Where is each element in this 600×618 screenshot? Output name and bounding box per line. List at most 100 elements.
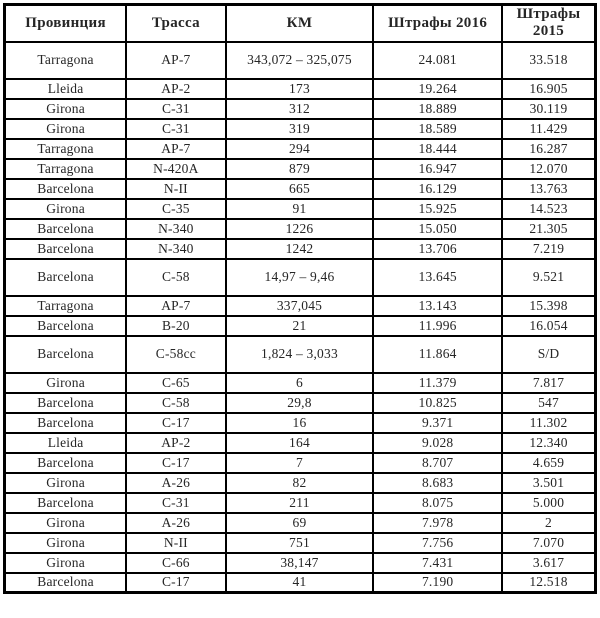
cell-province: Tarragona (3, 137, 128, 160)
cell-fines-2016: 16.947 (372, 157, 503, 180)
cell-route: A-26 (125, 471, 227, 494)
table-row: Tarragona AP-7 294 18.444 16.287 (3, 137, 597, 160)
header-fines-2015: Штрафы 2015 (501, 3, 597, 43)
cell-fines-2016: 11.996 (372, 314, 503, 337)
table-row: Lleida AP-2 164 9.028 12.340 (3, 431, 597, 454)
cell-province: Girona (3, 551, 128, 574)
header-province: Провинция (3, 3, 128, 43)
cell-fines-2016: 7.756 (372, 531, 503, 554)
cell-km: 337,045 (224, 294, 375, 317)
cell-km: 29,8 (224, 391, 375, 414)
cell-fines-2015: 7.070 (501, 531, 597, 554)
cell-province: Girona (3, 371, 128, 394)
cell-km: 173 (224, 77, 375, 100)
cell-km: 41 (224, 571, 375, 594)
table-row: Girona C-31 312 18.889 30.119 (3, 97, 597, 120)
cell-fines-2015: 21.305 (501, 217, 597, 240)
table-row: Barcelona N-II 665 16.129 13.763 (3, 177, 597, 200)
cell-km: 319 (224, 117, 375, 140)
cell-fines-2015: 30.119 (501, 97, 597, 120)
cell-km: 82 (224, 471, 375, 494)
header-fines-2015-label: Штрафы 2015 (516, 6, 581, 40)
cell-fines-2015: 16.287 (501, 137, 597, 160)
table-row: Girona C-65 6 11.379 7.817 (3, 371, 597, 394)
cell-route: AP-2 (125, 431, 227, 454)
cell-fines-2016: 9.028 (372, 431, 503, 454)
table-row: Barcelona C-58cc 1,824 – 3,033 11.864 S/D (3, 334, 597, 374)
cell-fines-2015: 5.000 (501, 491, 597, 514)
table-row: Barcelona C-58 29,8 10.825 547 (3, 391, 597, 414)
cell-fines-2016: 8.075 (372, 491, 503, 514)
table-body: Tarragona AP-7 343,072 – 325,075 24.081 33.5… (3, 40, 597, 594)
cell-km: 91 (224, 197, 375, 220)
cell-route: B-20 (125, 314, 227, 337)
cell-route: AP-7 (125, 137, 227, 160)
header-km: КМ (224, 3, 375, 43)
cell-province: Barcelona (3, 257, 128, 297)
cell-km: 14,97 – 9,46 (224, 257, 375, 297)
cell-route: C-58cc (125, 334, 227, 374)
cell-route: C-65 (125, 371, 227, 394)
cell-fines-2015: 16.054 (501, 314, 597, 337)
cell-route: N-420A (125, 157, 227, 180)
cell-fines-2016: 7.431 (372, 551, 503, 574)
cell-fines-2016: 18.889 (372, 97, 503, 120)
cell-km: 7 (224, 451, 375, 474)
cell-fines-2016: 15.925 (372, 197, 503, 220)
cell-fines-2016: 11.379 (372, 371, 503, 394)
cell-fines-2015: 13.763 (501, 177, 597, 200)
cell-fines-2016: 13.143 (372, 294, 503, 317)
cell-fines-2016: 9.371 (372, 411, 503, 434)
cell-fines-2015: 7.817 (501, 371, 597, 394)
cell-province: Barcelona (3, 237, 128, 260)
cell-route: C-17 (125, 411, 227, 434)
cell-km: 38,147 (224, 551, 375, 574)
cell-route: C-35 (125, 197, 227, 220)
cell-fines-2016: 18.444 (372, 137, 503, 160)
cell-fines-2016: 8.683 (372, 471, 503, 494)
cell-province: Barcelona (3, 217, 128, 240)
cell-km: 1242 (224, 237, 375, 260)
cell-route: AP-7 (125, 40, 227, 80)
cell-route: C-31 (125, 117, 227, 140)
cell-km: 21 (224, 314, 375, 337)
cell-route: C-58 (125, 257, 227, 297)
cell-fines-2016: 16.129 (372, 177, 503, 200)
cell-province: Barcelona (3, 391, 128, 414)
cell-province: Tarragona (3, 40, 128, 80)
table-row: Girona A-26 69 7.978 2 (3, 511, 597, 534)
cell-km: 6 (224, 371, 375, 394)
cell-province: Girona (3, 97, 128, 120)
cell-province: Girona (3, 117, 128, 140)
cell-fines-2015: 11.429 (501, 117, 597, 140)
cell-province: Girona (3, 197, 128, 220)
cell-route: C-58 (125, 391, 227, 414)
cell-km: 343,072 – 325,075 (224, 40, 375, 80)
cell-province: Girona (3, 471, 128, 494)
cell-province: Barcelona (3, 571, 128, 594)
cell-fines-2015: 14.523 (501, 197, 597, 220)
cell-route: N-II (125, 531, 227, 554)
table-row: Girona C-35 91 15.925 14.523 (3, 197, 597, 220)
cell-km: 211 (224, 491, 375, 514)
table-row: Lleida AP-2 173 19.264 16.905 (3, 77, 597, 100)
cell-route: N-340 (125, 237, 227, 260)
cell-route: C-17 (125, 571, 227, 594)
cell-route: AP-7 (125, 294, 227, 317)
table-row: Girona N-II 751 7.756 7.070 (3, 531, 597, 554)
cell-fines-2016: 13.706 (372, 237, 503, 260)
cell-province: Barcelona (3, 491, 128, 514)
cell-province: Barcelona (3, 334, 128, 374)
cell-km: 879 (224, 157, 375, 180)
cell-km: 69 (224, 511, 375, 534)
header-route: Трасса (125, 3, 227, 43)
cell-route: A-26 (125, 511, 227, 534)
header-row: Провинция Трасса КМ Штрафы 2016 Штрафы 2… (3, 3, 597, 43)
cell-fines-2015: 3.617 (501, 551, 597, 574)
table-row: Girona A-26 82 8.683 3.501 (3, 471, 597, 494)
cell-fines-2015: 12.340 (501, 431, 597, 454)
table-row: Tarragona N-420A 879 16.947 12.070 (3, 157, 597, 180)
cell-km: 312 (224, 97, 375, 120)
cell-fines-2016: 8.707 (372, 451, 503, 474)
cell-fines-2015: 16.905 (501, 77, 597, 100)
